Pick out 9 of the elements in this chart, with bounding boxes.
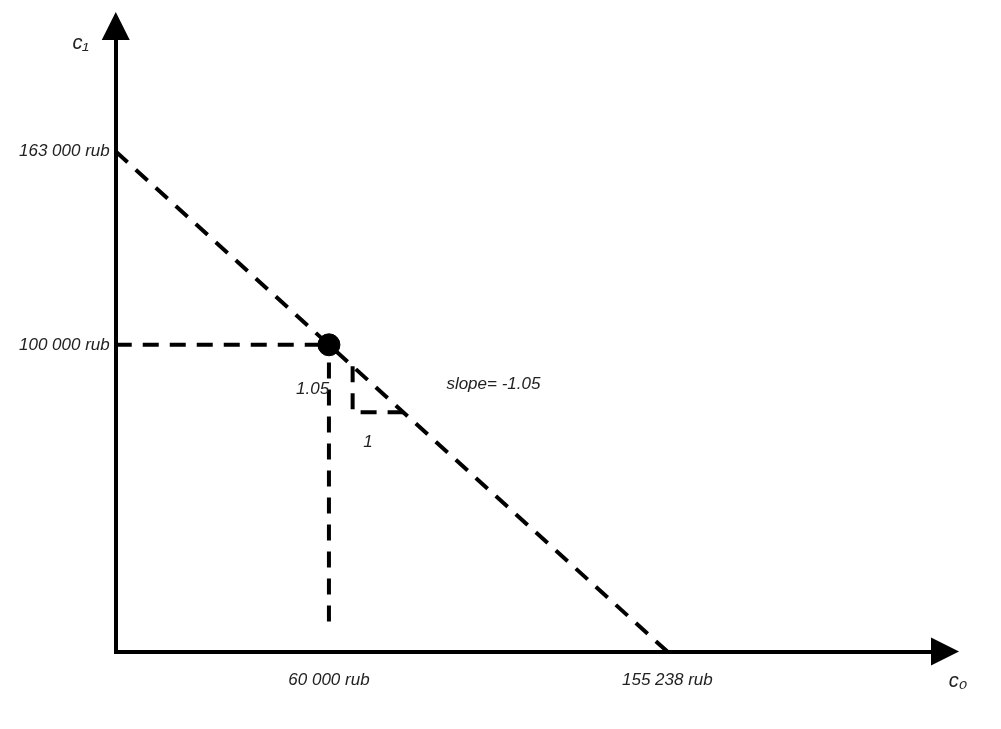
y-tick-label: 100 000 rub (18, 334, 110, 354)
y-axis-title: c₁ (72, 30, 89, 53)
annotation: slope= -1.05 (446, 374, 541, 394)
y-tick-label: 163 000 rub (18, 141, 110, 161)
x-axis-title: c₀ (948, 669, 968, 692)
x-tick-label: 60 000 rub (288, 669, 370, 689)
annotation: 1.05 (296, 379, 330, 399)
x-tick-label: 155 238 rub (621, 669, 713, 689)
annotation: 1 (363, 432, 373, 452)
